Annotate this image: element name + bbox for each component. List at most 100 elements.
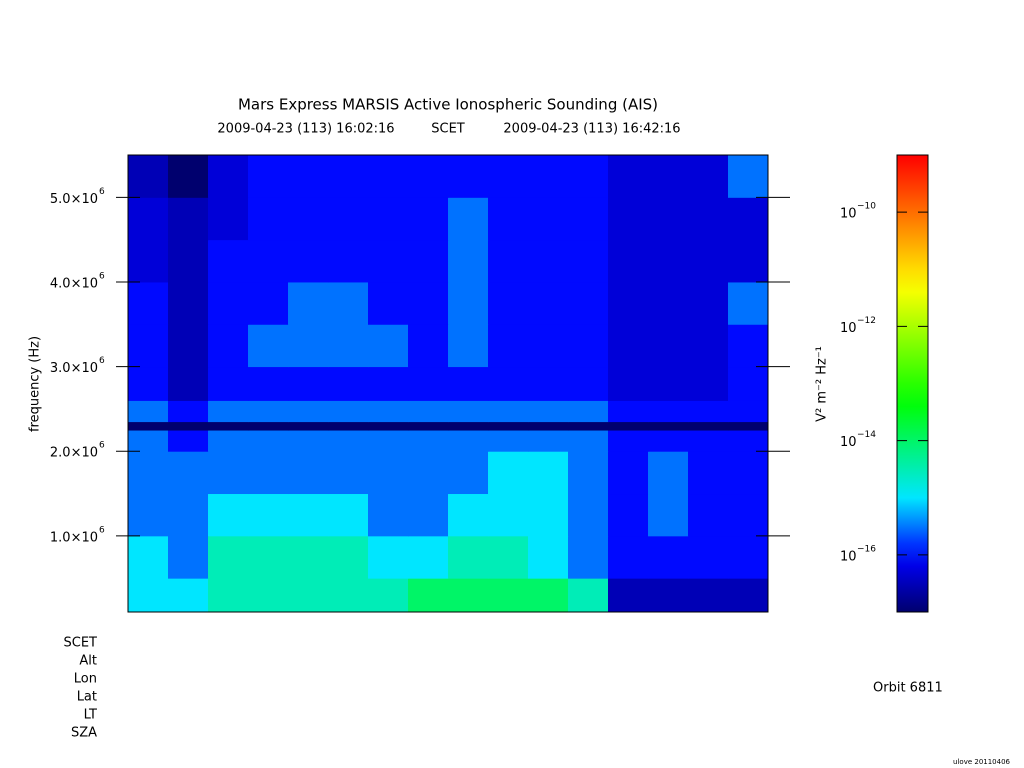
ephemeris-label: SCET — [64, 636, 98, 651]
cell — [448, 451, 489, 495]
cell — [448, 421, 489, 431]
cell — [648, 281, 689, 325]
cell — [328, 324, 369, 368]
cell — [688, 430, 729, 452]
cell — [168, 451, 209, 495]
cell — [648, 400, 689, 423]
cell — [128, 535, 169, 579]
cell — [608, 197, 649, 241]
footer: ulove 20110406 — [953, 758, 1011, 766]
cell — [448, 400, 489, 423]
cell — [208, 155, 249, 198]
colorbar — [896, 154, 929, 613]
cell — [248, 400, 289, 423]
cell — [648, 239, 689, 283]
cell — [728, 493, 769, 537]
cell — [128, 451, 169, 495]
cell — [728, 239, 769, 283]
colorbar-tick-label: 10 — [840, 549, 857, 564]
cell — [568, 366, 609, 401]
cell — [328, 197, 369, 241]
cell — [528, 430, 569, 452]
cell — [128, 281, 169, 325]
cell — [208, 324, 249, 368]
cell — [608, 324, 649, 368]
cell — [488, 535, 529, 579]
cell — [248, 281, 289, 325]
cell — [128, 421, 169, 431]
y-tick-exponent: 6 — [99, 187, 105, 197]
cell — [728, 421, 769, 431]
cell — [248, 239, 289, 283]
ephemeris-label: Lon — [74, 672, 97, 687]
cell — [328, 535, 369, 579]
cell — [408, 324, 449, 368]
cell — [648, 578, 689, 613]
cell — [128, 400, 169, 423]
cell — [488, 197, 529, 241]
cell — [328, 155, 369, 198]
cell — [128, 155, 169, 198]
cell — [168, 366, 209, 401]
cell — [208, 239, 249, 283]
cell — [248, 366, 289, 401]
cell — [728, 324, 769, 368]
cell — [648, 535, 689, 579]
cell — [128, 197, 169, 241]
subtitle-mid: SCET — [431, 122, 465, 137]
cell — [608, 366, 649, 401]
cell — [448, 430, 489, 452]
cell — [208, 197, 249, 241]
cell — [128, 430, 169, 452]
cell — [328, 493, 369, 537]
cell — [168, 493, 209, 537]
cell — [568, 493, 609, 537]
plot-frame — [127, 154, 769, 613]
cell — [728, 197, 769, 241]
cell — [368, 451, 409, 495]
cell — [608, 430, 649, 452]
cell — [488, 451, 529, 495]
cell — [128, 239, 169, 283]
cell — [168, 324, 209, 368]
cell — [248, 451, 289, 495]
ephemeris-label: Lat — [77, 690, 97, 705]
cell — [448, 366, 489, 401]
cell — [368, 197, 409, 241]
ephemeris-label: Alt — [79, 654, 97, 669]
chart-title: Mars Express MARSIS Active Ionospheric S… — [238, 96, 658, 114]
cell — [488, 578, 529, 613]
cell — [368, 535, 409, 579]
cell — [528, 239, 569, 283]
cell — [488, 324, 529, 368]
cell — [688, 578, 729, 613]
cell — [568, 451, 609, 495]
cell — [328, 400, 369, 423]
cell — [648, 366, 689, 401]
ephemeris-label: SZA — [71, 726, 97, 741]
cell — [608, 535, 649, 579]
y-tick-exponent: 6 — [99, 356, 105, 366]
colorbar-tick-exponent: −16 — [857, 544, 876, 554]
cell — [688, 451, 729, 495]
cell — [688, 535, 729, 579]
cell — [248, 155, 289, 198]
colorbar-tick-label: 10 — [840, 321, 857, 336]
cell — [568, 430, 609, 452]
cell — [288, 578, 329, 613]
orbit-label: Orbit 6811 — [873, 681, 943, 696]
y-tick-exponent: 6 — [99, 525, 105, 535]
cell — [688, 155, 729, 198]
y-tick-label: 3.0×10 — [50, 361, 98, 376]
cell — [368, 400, 409, 423]
cell — [208, 535, 249, 579]
cell — [528, 400, 569, 423]
cell — [568, 239, 609, 283]
cell — [648, 324, 689, 368]
cell — [528, 535, 569, 579]
cell — [288, 155, 329, 198]
cell — [608, 451, 649, 495]
cell — [528, 197, 569, 241]
cell — [688, 281, 729, 325]
